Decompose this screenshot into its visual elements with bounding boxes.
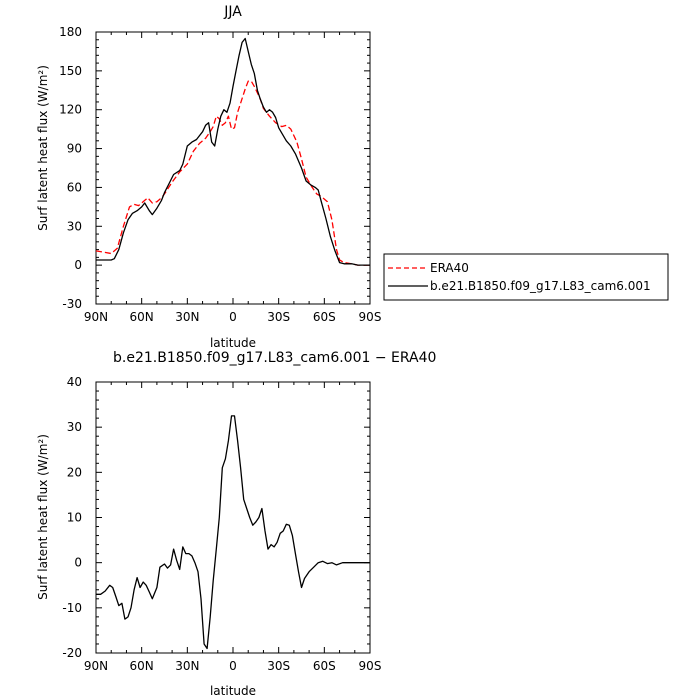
- panel-top-chart: JJA latitude Surf latent heat flux (W/m²…: [36, 4, 381, 350]
- top-series-group: [95, 37, 370, 266]
- top-plot-frame: [95, 31, 371, 305]
- top-x-tick-label: 30S: [267, 310, 290, 324]
- bottom-x-tick-label: 30S: [267, 659, 290, 673]
- bottom-chart-title: b.e21.B1850.f09_g17.L83_cam6.001 − ERA40: [113, 350, 436, 366]
- legend-label-model: b.e21.B1850.f09_g17.L83_cam6.001: [430, 279, 651, 293]
- panel-bottom-chart: b.e21.B1850.f09_g17.L83_cam6.001 − ERA40…: [36, 350, 436, 698]
- top-series-line-0: [95, 80, 370, 266]
- top-x-tick-label: 90S: [359, 310, 382, 324]
- legend-box: [383, 253, 669, 301]
- top-x-axis-label: latitude: [210, 336, 256, 350]
- bottom-x-axis-label: latitude: [210, 684, 256, 698]
- top-y-tick-label: 180: [59, 25, 82, 39]
- top-chart-title: JJA: [223, 4, 242, 20]
- top-y-tick-label: 0: [74, 258, 82, 272]
- top-axis-ticks: 90N 60N 30N 0 30S 60S 90S -30 0 30 60 90 120 150 180: [59, 25, 381, 324]
- bottom-x-tick-label: 30N: [175, 659, 199, 673]
- top-y-tick-label: 30: [67, 219, 82, 233]
- top-series-line-1: [96, 37, 370, 266]
- bottom-y-tick-label: 40: [67, 375, 82, 389]
- bottom-x-tick-label: 90S: [359, 659, 382, 673]
- top-x-tick-label: 60S: [313, 310, 336, 324]
- bottom-series-line-0: [96, 415, 370, 650]
- top-y-tick-label: -30: [62, 297, 82, 311]
- bottom-y-tick-label: 0: [74, 556, 82, 570]
- top-y-tick-label: 120: [59, 103, 82, 117]
- top-x-tick-label: 30N: [175, 310, 199, 324]
- bottom-y-tick-label: -20: [62, 646, 82, 660]
- bottom-axis-ticks: 90N 60N 30N 0 30S 60S 90S -20 -10 0 10 20 30 40: [62, 375, 381, 673]
- bottom-x-tick-label: 60N: [130, 659, 154, 673]
- bottom-plot-frame: [95, 381, 371, 654]
- bottom-y-tick-label: 30: [67, 420, 82, 434]
- bottom-y-axis-label: Surf latent heat flux (W/m²): [36, 434, 50, 600]
- bottom-y-tick-label: 10: [67, 511, 82, 525]
- bottom-series-group: [96, 415, 370, 650]
- bottom-x-tick-label: 0: [229, 659, 237, 673]
- top-x-tick-label: 90N: [84, 310, 108, 324]
- bottom-x-tick-label: 60S: [313, 659, 336, 673]
- bottom-y-tick-label: -10: [62, 601, 82, 615]
- top-y-tick-label: 90: [67, 142, 82, 156]
- legend-label-era40: ERA40: [430, 261, 469, 275]
- bottom-x-tick-label: 90N: [84, 659, 108, 673]
- top-y-axis-label: Surf latent heat flux (W/m²): [36, 65, 50, 231]
- legend: ERA40 b.e21.B1850.f09_g17.L83_cam6.001: [383, 253, 669, 301]
- bottom-y-tick-label: 20: [67, 465, 82, 479]
- top-y-tick-label: 60: [67, 180, 82, 194]
- top-y-tick-label: 150: [59, 64, 82, 78]
- top-x-tick-label: 0: [229, 310, 237, 324]
- top-x-tick-label: 60N: [130, 310, 154, 324]
